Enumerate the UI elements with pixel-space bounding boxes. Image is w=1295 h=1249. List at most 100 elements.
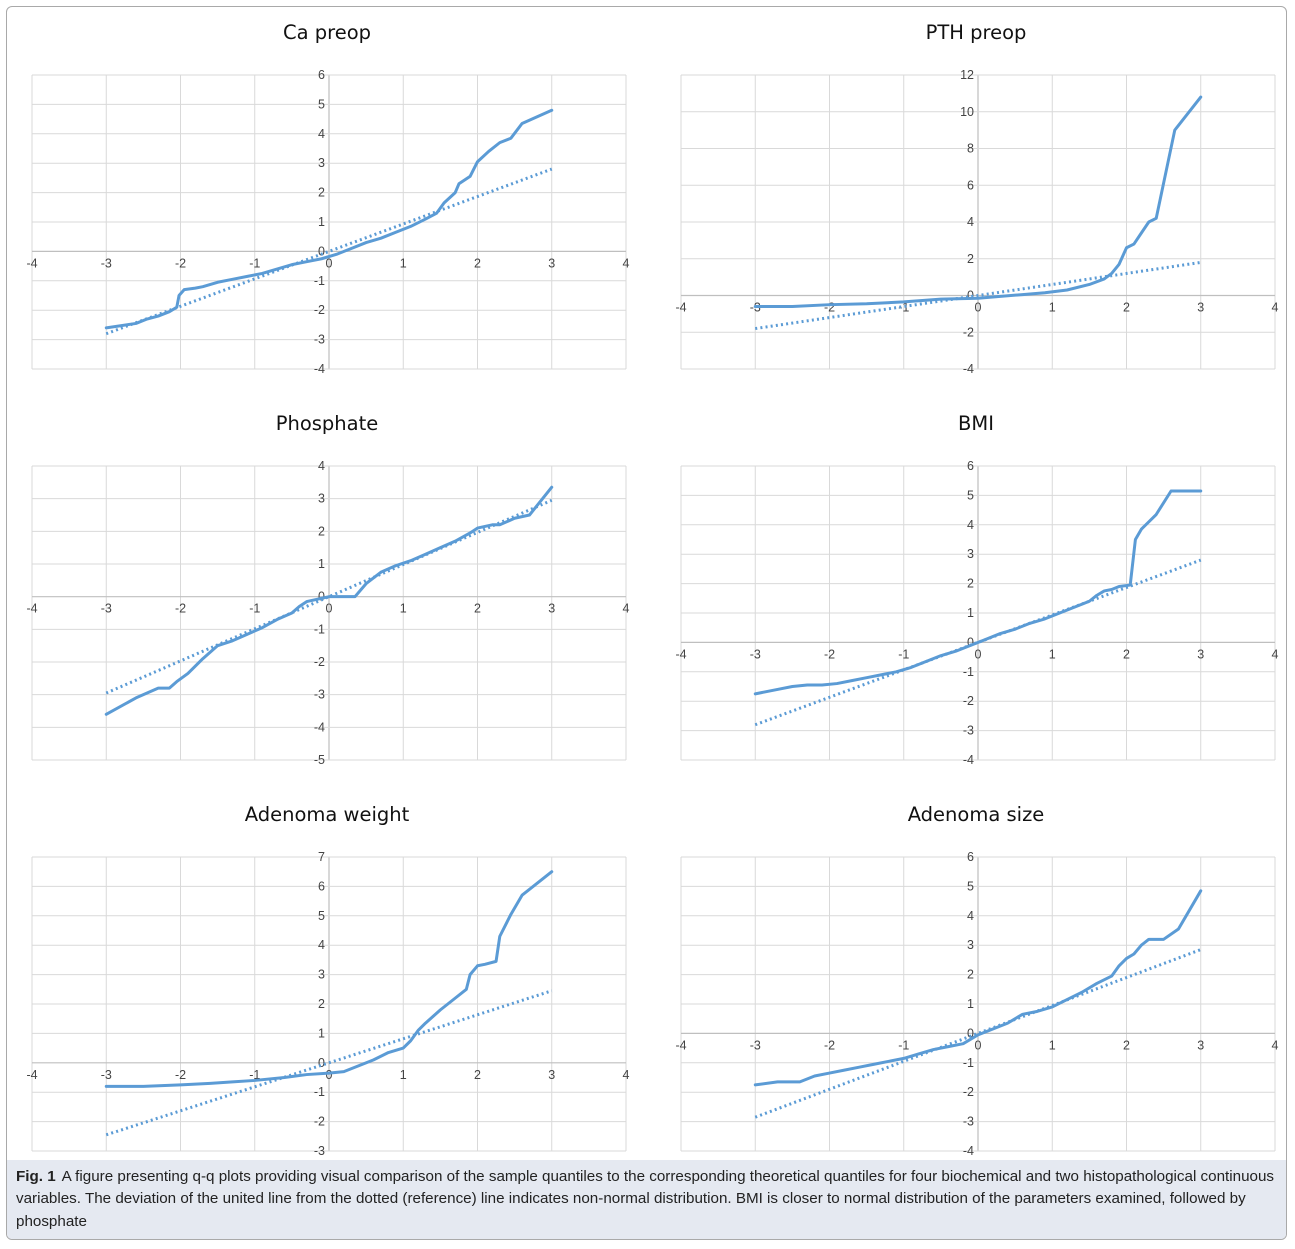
y-tick-label: 3 [967, 547, 974, 561]
x-tick-label: -1 [249, 256, 260, 270]
x-tick-label: -3 [750, 1038, 761, 1052]
x-tick-label: 3 [548, 602, 555, 616]
y-tick-label: 10 [960, 105, 974, 119]
sample-quantile-line [753, 95, 1203, 309]
x-tick-label: 4 [623, 602, 630, 616]
y-tick-label: 3 [318, 968, 325, 982]
caption-body: A figure presenting q-q plots providing … [16, 1168, 1275, 1230]
x-tick-label: -4 [675, 1038, 686, 1052]
x-tick-label: -2 [824, 301, 835, 315]
x-tick-label: 4 [623, 256, 630, 270]
y-tick-label: -1 [963, 1056, 974, 1070]
bmi-title: BMI [958, 412, 994, 435]
x-tick-label: -3 [101, 1068, 112, 1082]
ca-preop-title: Ca preop [283, 21, 371, 44]
x-tick-label: -3 [750, 647, 761, 661]
y-tick-label: 2 [318, 524, 325, 538]
y-tick-label: -4 [963, 753, 974, 767]
x-tick-label: 2 [1123, 301, 1130, 315]
x-tick-label: -3 [101, 256, 112, 270]
x-tick-label: -1 [898, 1038, 909, 1052]
y-tick-label: -4 [963, 1144, 974, 1158]
x-tick-label: -1 [249, 1068, 260, 1082]
y-tick-label: 4 [967, 909, 974, 923]
sample-quantile-line [753, 889, 1203, 1087]
x-tick-label: -4 [675, 647, 686, 661]
x-tick-label: 2 [474, 1068, 481, 1082]
x-tick-label: 1 [400, 1068, 407, 1082]
x-tick-label: 0 [975, 647, 982, 661]
y-tick-label: -1 [314, 274, 325, 288]
reference-line [754, 948, 1202, 1119]
y-tick-label: 5 [967, 879, 974, 893]
x-tick-label: 0 [326, 256, 333, 270]
x-tick-label: -4 [26, 602, 37, 616]
y-tick-label: -3 [314, 1144, 325, 1158]
y-tick-label: 1 [967, 606, 974, 620]
y-tick-label: -5 [314, 753, 325, 767]
x-tick-label: -1 [898, 647, 909, 661]
y-tick-label: 5 [967, 488, 974, 502]
reference-line [754, 558, 1202, 727]
y-tick-label: 6 [967, 459, 974, 473]
y-tick-label: -3 [314, 333, 325, 347]
y-tick-label: 6 [967, 850, 974, 864]
x-tick-label: 4 [1272, 647, 1279, 661]
y-tick-label: -3 [314, 688, 325, 702]
x-tick-label: 1 [400, 602, 407, 616]
y-tick-label: 4 [318, 938, 325, 952]
y-tick-label: 0 [967, 635, 974, 649]
y-tick-label: 0 [318, 590, 325, 604]
y-tick-label: -4 [963, 362, 974, 376]
reference-line [105, 167, 553, 336]
x-tick-label: 3 [1197, 1038, 1204, 1052]
y-tick-label: 1 [318, 1026, 325, 1040]
y-tick-label: 2 [967, 968, 974, 982]
x-tick-label: 2 [1123, 1038, 1130, 1052]
x-tick-label: 0 [326, 602, 333, 616]
x-tick-label: 2 [474, 602, 481, 616]
caption-band [7, 1160, 1286, 1239]
x-tick-label: 3 [1197, 301, 1204, 315]
y-tick-label: -1 [314, 1085, 325, 1099]
x-tick-label: -4 [26, 256, 37, 270]
y-tick-label: -1 [963, 665, 974, 679]
y-tick-label: 2 [967, 577, 974, 591]
x-tick-label: 3 [548, 1068, 555, 1082]
y-tick-label: 0 [318, 1056, 325, 1070]
x-tick-label: 0 [975, 1038, 982, 1052]
caption-label: Fig. 1 [16, 1168, 56, 1185]
y-tick-label: 2 [967, 252, 974, 266]
y-tick-label: 6 [318, 68, 325, 82]
y-tick-label: 6 [967, 178, 974, 192]
x-tick-label: -1 [249, 602, 260, 616]
x-tick-label: -4 [26, 1068, 37, 1082]
x-tick-label: -2 [824, 647, 835, 661]
y-tick-label: 5 [318, 97, 325, 111]
pth-preop-title: PTH preop [926, 21, 1027, 44]
y-tick-label: -4 [314, 362, 325, 376]
y-tick-label: 4 [318, 459, 325, 473]
sample-quantile-line [104, 108, 554, 330]
reference-line [755, 260, 1201, 331]
x-tick-label: -2 [175, 256, 186, 270]
phosphate-title: Phosphate [276, 412, 379, 435]
y-tick-label: -1 [314, 622, 325, 636]
y-tick-label: 5 [318, 909, 325, 923]
x-tick-label: 1 [400, 256, 407, 270]
reference-line [105, 989, 553, 1137]
adenoma-weight-title: Adenoma weight [245, 803, 410, 826]
y-tick-label: 0 [967, 289, 974, 303]
y-tick-label: -4 [314, 720, 325, 734]
y-tick-label: 1 [318, 557, 325, 571]
x-tick-label: 2 [474, 256, 481, 270]
y-tick-label: 3 [318, 156, 325, 170]
y-tick-label: 4 [967, 215, 974, 229]
y-tick-label: 4 [967, 518, 974, 532]
